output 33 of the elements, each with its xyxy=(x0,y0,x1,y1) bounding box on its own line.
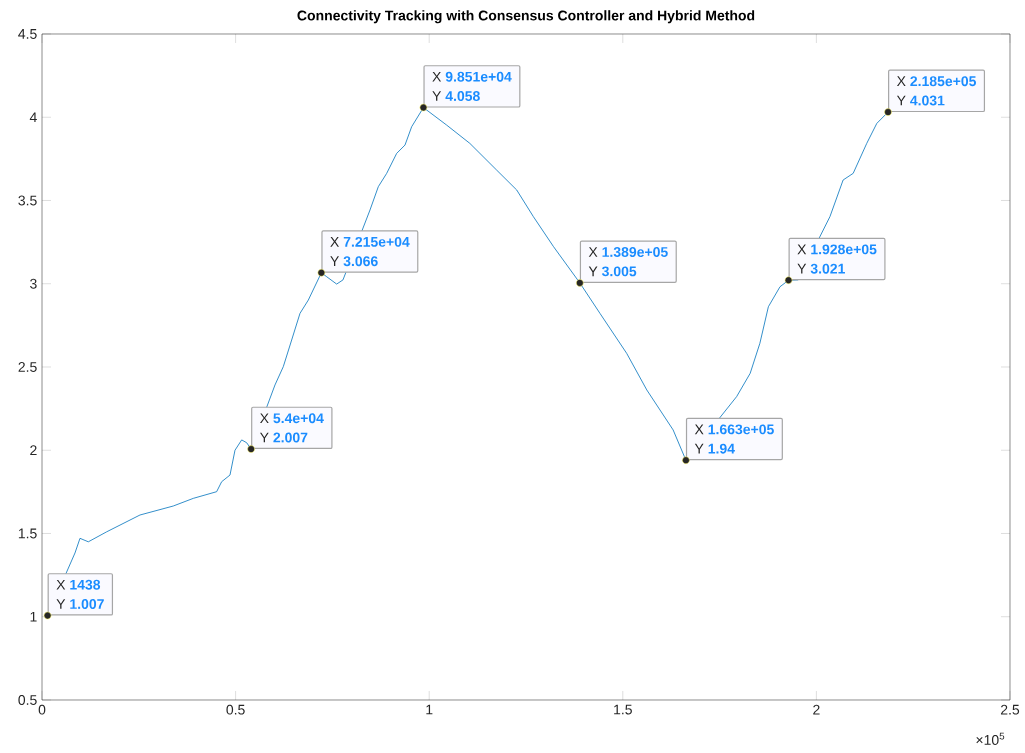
annotation: X 1.663e+05 xyxy=(694,424,774,435)
y-tick-label: 3.5 xyxy=(18,195,37,206)
x-tick-label: 1.5 xyxy=(614,704,632,715)
y-tick-label: 1 xyxy=(30,611,37,622)
x-tick-label: 0 xyxy=(38,704,46,715)
y-tick-label: 2 xyxy=(30,445,37,456)
y-tick-label: 4 xyxy=(29,112,37,123)
annotation: X 2.185e+05 xyxy=(896,76,977,87)
annotation: Y 2.007 xyxy=(260,432,308,443)
y-tick-label: 1.5 xyxy=(18,528,37,539)
y-tick-label: 2.5 xyxy=(18,362,37,372)
annotation: X 7.215e+04 xyxy=(330,236,410,247)
annotation: X 1.928e+05 xyxy=(797,244,877,255)
x-tick-label: 2 xyxy=(813,704,820,715)
annotation: Y 3.021 xyxy=(797,263,845,274)
annotation: Y 4.031 xyxy=(896,95,945,106)
annotation: X 1.389e+05 xyxy=(588,247,668,257)
annotation: Y 4.058 xyxy=(432,91,480,101)
annotation: X 5.4e+04 xyxy=(260,413,324,424)
y-tick-label: 4.5 xyxy=(18,29,37,39)
annotation: Y 1.007 xyxy=(56,599,104,609)
annotation: Y 1.94 xyxy=(694,443,735,454)
y-tick-label: 3 xyxy=(30,278,37,289)
text: ×10$^{5}$ xyxy=(976,732,1005,745)
chart-title: Connectivity Tracking with Consensus Controller and Hybrid Method xyxy=(297,10,755,24)
annotation: X 9.851e+04 xyxy=(432,71,512,82)
y-tick-label: 0.5 xyxy=(18,695,37,705)
annotation: Y 3.066 xyxy=(330,256,378,267)
x-tick-label: 0.5 xyxy=(226,704,245,715)
annotation: Y 3.005 xyxy=(588,266,637,277)
annotation: X 1438 xyxy=(56,579,101,590)
x-tick-label: 2.5 xyxy=(1000,704,1020,715)
x-tick-label: 1 xyxy=(426,704,433,715)
